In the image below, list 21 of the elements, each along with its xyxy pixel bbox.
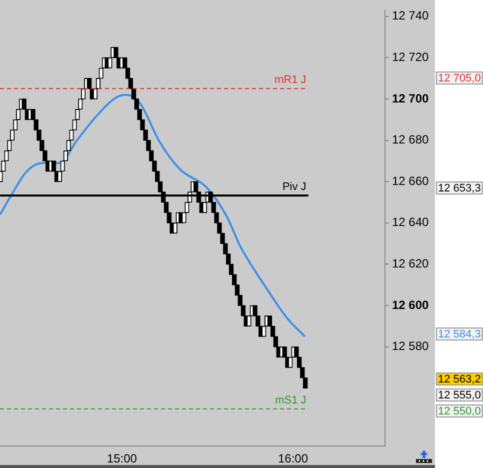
- y-tick-label: 12 680: [392, 132, 430, 147]
- ref-line-label: Piv J: [282, 181, 306, 193]
- text: 12 653,3: [438, 182, 481, 195]
- y-tick-label: 12 660: [392, 174, 430, 188]
- text: 12 555,0: [438, 390, 481, 402]
- x-tick-label: 15:00: [106, 452, 138, 466]
- text: 12 705,0: [438, 72, 481, 85]
- text: 12 550,0: [438, 406, 481, 418]
- y-tick-label: 12 580: [392, 339, 430, 354]
- y-tick-label: 12 620: [392, 256, 430, 271]
- ref-line-label: mR1 J: [274, 74, 306, 86]
- line-series: [0, 94, 306, 338]
- y-tick-label: 12 740: [392, 8, 430, 23]
- y-tick-label: 12 640: [392, 215, 430, 230]
- y-tick-label: 12 720: [392, 50, 430, 64]
- y-tick-label: 12 700: [392, 91, 430, 106]
- ref-line-label: mS1 J: [275, 394, 306, 406]
- text: 12 584,3: [438, 328, 481, 341]
- text: 12 563,2: [438, 374, 481, 386]
- y-tick-label: 12 600: [392, 298, 430, 312]
- x-tick-label: 16:00: [278, 452, 308, 466]
